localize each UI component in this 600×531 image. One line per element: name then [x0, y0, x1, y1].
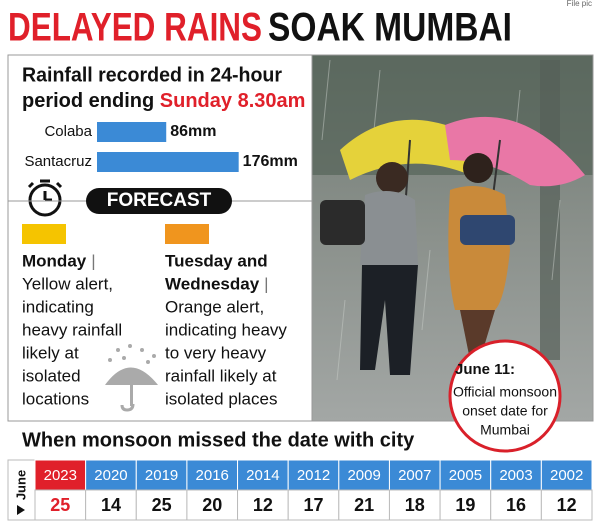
year-cell [540, 459, 593, 491]
row-label: June [13, 470, 28, 500]
forecast-text: rainfall likely at [165, 366, 277, 385]
bar-value: 176mm [243, 153, 298, 170]
year: 2020 [94, 467, 127, 484]
forecast-text: locations [22, 389, 89, 408]
rainfall-highlight: Sunday 8.30am [160, 90, 306, 112]
day-value: 14 [101, 495, 121, 515]
year-cell [388, 459, 441, 491]
day-value: 21 [354, 495, 374, 515]
day-value: 20 [202, 495, 222, 515]
forecast-text: isolated [22, 366, 81, 385]
bar-value: 86mm [170, 123, 216, 140]
year: 2002 [550, 467, 583, 484]
forecast-text: heavy rainfall [22, 320, 122, 339]
forecast-text: Yellow alert, [22, 274, 113, 293]
year: 2019 [145, 467, 178, 484]
day-cell [287, 489, 340, 521]
bar [97, 122, 167, 142]
year: 2014 [246, 467, 279, 484]
forecast-text: to very heavy [165, 343, 267, 362]
bar-label: Santacruz [24, 153, 92, 170]
day-cell [85, 489, 137, 521]
day-value: 25 [152, 495, 172, 515]
day-cell [186, 489, 239, 521]
day-cell [237, 489, 289, 521]
day-cell [34, 489, 87, 521]
rainfall-title-2: period ending Sunday 8.30am [22, 90, 305, 112]
forecast-text: Orange alert, [165, 297, 264, 316]
forecast-label: FORECAST [107, 190, 212, 211]
arrow [17, 505, 25, 515]
year: 2005 [449, 467, 482, 484]
rainfall-title-2a: period ending [22, 90, 154, 112]
day-value: 25 [50, 495, 70, 515]
year-cell [34, 459, 87, 491]
umbrella-icon [105, 344, 158, 412]
day-cell [439, 489, 492, 521]
day-cell [135, 489, 188, 521]
separator: | [264, 274, 268, 293]
table-title: When monsoon missed the date with city [22, 429, 415, 451]
alert-swatch [22, 224, 66, 244]
day: Tuesday and [165, 251, 268, 270]
year: 2023 [44, 467, 77, 484]
day-cell [388, 489, 441, 521]
day-value: 18 [405, 495, 425, 515]
year-cell [237, 459, 289, 491]
year-cell [490, 459, 542, 491]
day: Wednesday [165, 274, 260, 293]
rainfall-title: Rainfall recorded in 24-hour [22, 64, 282, 86]
year: 2007 [398, 467, 431, 484]
day: Monday [22, 251, 87, 270]
year: 2012 [297, 467, 330, 484]
day-value: 12 [557, 495, 577, 515]
frame [7, 54, 594, 422]
bar [97, 152, 239, 172]
credit: File pic [567, 0, 592, 8]
day-value: 17 [303, 495, 323, 515]
alert-swatch [165, 224, 209, 244]
note-title: June 11: [455, 361, 515, 378]
stopwatch-icon [27, 179, 63, 217]
forecast-pill [86, 188, 232, 214]
day-cell [540, 489, 593, 521]
forecast-text: indicating [22, 297, 94, 316]
forecast-text: likely at [22, 343, 79, 362]
day-cell [490, 489, 542, 521]
photo [312, 55, 593, 421]
forecast-text: isolated places [165, 389, 277, 408]
forecast-text: indicating heavy [165, 320, 287, 339]
title-black: SOAK MUMBAI [268, 6, 512, 50]
year: 2003 [499, 467, 532, 484]
separator: | [91, 251, 95, 270]
onset-circle [448, 339, 562, 453]
note-line: onset date for [462, 403, 548, 419]
year: 2009 [347, 467, 380, 484]
title-red: DELAYED RAINS [8, 6, 262, 50]
note-line: Official monsoon [453, 384, 557, 400]
day-value: 19 [455, 495, 475, 515]
day-value: 16 [506, 495, 526, 515]
year-cell [135, 459, 188, 491]
day-value: 12 [253, 495, 273, 515]
year-cell [287, 459, 340, 491]
bar-label: Colaba [44, 123, 92, 140]
note-line: Mumbai [480, 422, 530, 438]
year: 2016 [196, 467, 229, 484]
